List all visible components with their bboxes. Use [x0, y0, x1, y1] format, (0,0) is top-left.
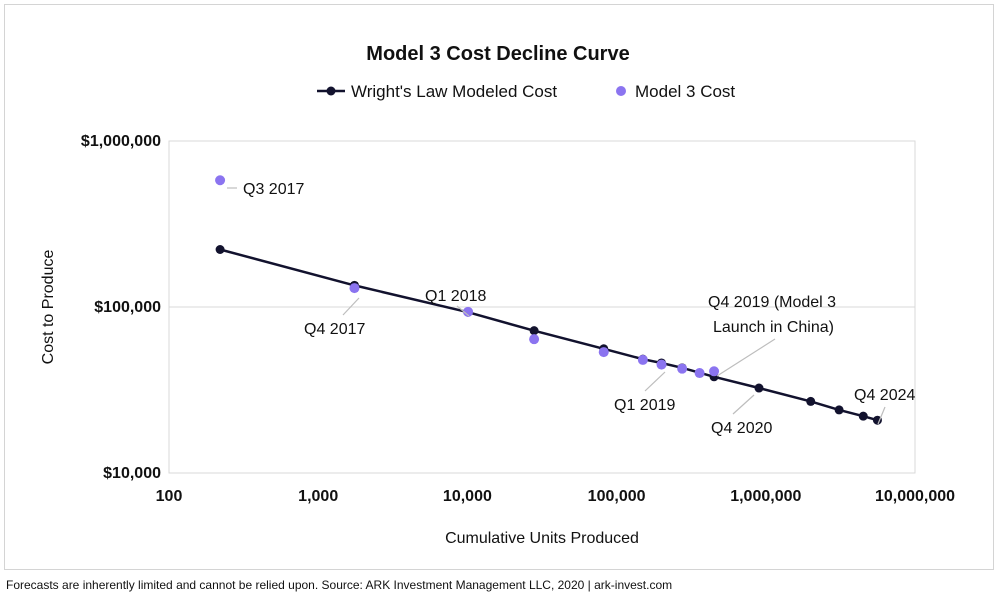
legend-dot-marker	[616, 86, 626, 96]
wrights-law-point	[754, 383, 764, 393]
wrights-law-point	[858, 411, 868, 421]
annotation-leader	[342, 297, 360, 316]
annotation-q4-2024: Q4 2024	[854, 387, 915, 404]
model3-cost-point	[598, 347, 609, 358]
legend-line-marker	[326, 86, 336, 96]
chart-frame: Model 3 Cost Decline Curve Wright's Law …	[4, 4, 994, 570]
legend-label-model3-cost: Model 3 Cost	[635, 82, 735, 101]
chart-svg: Model 3 Cost Decline Curve Wright's Law …	[40, 43, 955, 547]
model3-cost-point	[215, 175, 226, 186]
x-axis-label: Cumulative Units Produced	[445, 530, 639, 547]
x-tick-label: 10,000,000	[875, 488, 955, 505]
y-tick-labels: $10,000 $100,000 $1,000,000	[81, 133, 161, 482]
x-tick-label: 1,000	[298, 488, 338, 505]
model3-cost-point	[349, 283, 360, 294]
footer-note: Forecasts are inherently limited and can…	[6, 578, 673, 592]
model3-cost-point	[656, 359, 667, 370]
y-tick-label: $100,000	[94, 299, 161, 316]
wrights-law-point	[834, 405, 844, 415]
model3-cost-point	[529, 334, 540, 345]
annotation-q3-2017: Q3 2017	[243, 181, 304, 198]
gridlines	[169, 140, 915, 474]
wrights-law-line	[219, 248, 878, 422]
annotation-leader	[732, 394, 755, 415]
annotation-leader	[716, 338, 776, 377]
series-model3-cost	[215, 175, 720, 379]
model3-cost-point	[709, 366, 720, 377]
legend: Wright's Law Modeled Cost Model 3 Cost	[317, 82, 735, 101]
wrights-law-point	[215, 245, 225, 255]
annotation-q4-2017: Q4 2017	[304, 321, 365, 338]
model3-cost-point	[694, 368, 705, 379]
x-tick-label: 1,000,000	[730, 488, 801, 505]
annotation-q4-2020: Q4 2020	[711, 420, 772, 437]
annotation-q4-2019-line1: Q4 2019 (Model 3	[708, 294, 836, 311]
x-tick-labels: 100 1,000 10,000 100,000 1,000,000 10,000,000	[156, 488, 955, 505]
chart-title: Model 3 Cost Decline Curve	[366, 43, 629, 65]
model3-cost-point	[637, 354, 648, 365]
wrights-law-point	[529, 326, 539, 336]
annotation-q4-2019-line2: Launch in China)	[713, 319, 834, 336]
annotations: Q3 2017 Q4 2017 Q1 2018 Q1 2019 Q4 2019 (Mod…	[227, 181, 915, 437]
annotation-leader	[877, 406, 886, 425]
wrights-law-point	[872, 415, 882, 425]
x-tick-label: 100	[156, 488, 183, 505]
legend-label-wrights-law: Wright's Law Modeled Cost	[351, 82, 557, 101]
model3-cost-point	[677, 363, 688, 374]
y-axis-label: Cost to Produce	[40, 250, 57, 365]
annotation-leader	[644, 371, 666, 392]
model3-cost-point	[463, 306, 474, 317]
y-tick-label: $1,000,000	[81, 133, 161, 150]
annotation-q1-2019: Q1 2019	[614, 397, 675, 414]
x-tick-label: 100,000	[588, 488, 646, 505]
x-tick-label: 10,000	[443, 488, 492, 505]
y-tick-label: $10,000	[103, 465, 161, 482]
annotation-q1-2018: Q1 2018	[425, 288, 486, 305]
annotation-leader	[456, 305, 470, 317]
wrights-law-point	[806, 396, 816, 406]
